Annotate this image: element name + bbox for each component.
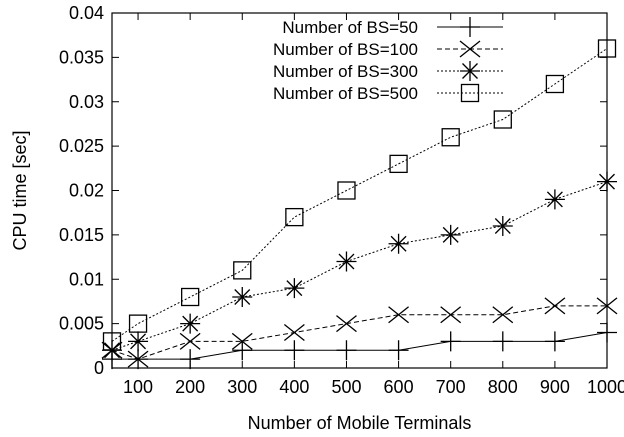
data-point [285, 207, 304, 227]
y-tick-label: 0.035 [59, 47, 104, 67]
y-tick-label: 0.03 [69, 92, 104, 112]
legend-item: Number of BS=50 [282, 17, 503, 37]
y-tick-label: 0.02 [69, 181, 104, 201]
data-point [545, 74, 565, 94]
data-point [544, 331, 565, 352]
data-point [231, 332, 253, 350]
legend-label: Number of BS=500 [273, 84, 418, 103]
legend-label: Number of BS=300 [273, 62, 418, 81]
y-tick-label: 0 [94, 358, 104, 378]
series-line [111, 48, 608, 342]
x-tick-label: 1000 [587, 377, 624, 397]
data-point [179, 332, 201, 350]
legend-item: Number of BS=100 [273, 40, 503, 59]
series-1 [102, 322, 617, 370]
y-axis-label: CPU time [sec] [10, 130, 30, 250]
legend-marker [460, 61, 480, 81]
x-tick-label: 600 [384, 377, 414, 397]
data-point [180, 313, 201, 334]
legend-marker [460, 83, 480, 103]
x-tick-label: 200 [175, 377, 205, 397]
legend-label: Number of BS=100 [273, 40, 418, 59]
data-point [597, 322, 617, 343]
data-point [388, 306, 409, 324]
data-point [181, 287, 200, 307]
series-group [101, 39, 618, 370]
data-point [388, 340, 409, 361]
data-point [127, 350, 149, 368]
data-point [440, 331, 461, 352]
data-point [336, 251, 357, 272]
series-4 [102, 39, 617, 351]
legend-marker [460, 17, 480, 37]
data-point [128, 314, 148, 333]
data-point [544, 189, 565, 210]
data-point [389, 154, 408, 174]
data-point [102, 332, 122, 351]
data-point [441, 128, 460, 147]
data-point [232, 340, 253, 361]
x-tick-label: 400 [279, 377, 309, 397]
data-point [232, 287, 253, 307]
legend-label: Number of BS=50 [282, 18, 418, 37]
x-tick-label: 800 [488, 377, 518, 397]
legend-marker [459, 40, 481, 58]
data-point [440, 306, 462, 324]
data-point [336, 315, 357, 333]
data-point [128, 331, 149, 352]
data-point [337, 181, 356, 200]
series-3 [102, 171, 617, 361]
data-point [492, 331, 513, 352]
x-tick-label: 100 [123, 377, 153, 397]
data-point [233, 261, 252, 280]
data-point [544, 297, 566, 315]
data-point [492, 216, 513, 236]
data-point [597, 171, 617, 192]
series-line [111, 181, 608, 351]
data-point [597, 39, 617, 58]
x-tick-label: 500 [331, 377, 361, 397]
y-tick-label: 0.025 [59, 136, 104, 156]
series-line [111, 305, 607, 360]
data-point [492, 306, 514, 324]
legend-item: Number of BS=300 [273, 61, 503, 81]
y-tick-label: 0.04 [69, 3, 104, 23]
data-point [336, 340, 357, 361]
x-tick-label: 900 [540, 377, 570, 397]
series-2 [101, 297, 618, 368]
y-tick-label: 0.005 [59, 314, 104, 334]
data-point [283, 323, 305, 342]
legend: Number of BS=50 Number of BS=100 Number of… [273, 17, 503, 103]
y-tick-label: 0.015 [59, 225, 104, 245]
y-tick-label: 0.01 [69, 269, 104, 289]
x-tick-label: 300 [227, 377, 257, 397]
x-axis-label: Number of Mobile Terminals [248, 413, 472, 433]
data-point [596, 297, 618, 315]
series-line [112, 332, 608, 360]
data-point [493, 110, 512, 129]
data-point [284, 340, 305, 361]
data-point [440, 224, 461, 245]
legend-item: Number of BS=500 [273, 83, 503, 103]
x-tick-label: 700 [436, 377, 466, 397]
data-point [180, 349, 201, 370]
data-point [284, 278, 305, 299]
ticks: 100 200 300 400 500 600 700 800 900 1000 0 0.005 0.0… [59, 3, 624, 397]
data-point [388, 233, 409, 254]
